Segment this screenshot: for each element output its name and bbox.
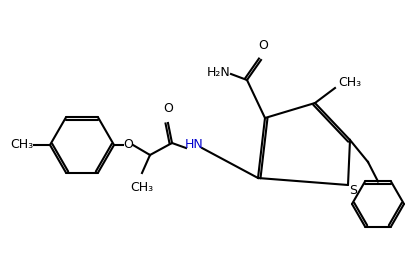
Text: O: O xyxy=(163,102,173,115)
Text: S: S xyxy=(349,183,357,197)
Text: CH₃: CH₃ xyxy=(338,76,361,89)
Text: CH₃: CH₃ xyxy=(10,139,33,152)
Text: O: O xyxy=(123,139,133,152)
Text: H₂N: H₂N xyxy=(206,65,230,78)
Text: HN: HN xyxy=(185,138,203,150)
Text: O: O xyxy=(258,39,268,52)
Text: CH₃: CH₃ xyxy=(131,181,153,194)
